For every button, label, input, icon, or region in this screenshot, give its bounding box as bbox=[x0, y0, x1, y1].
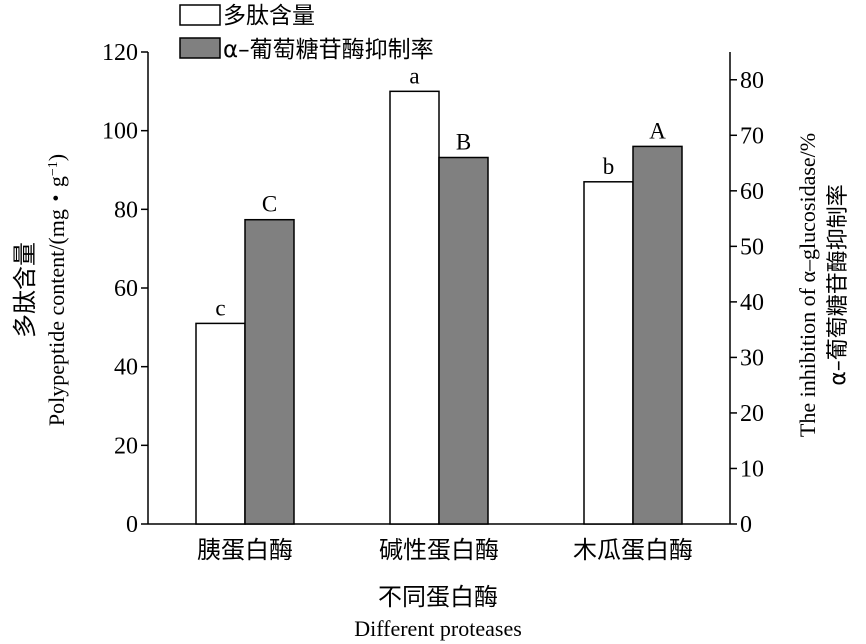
x-axis-ticks: 胰蛋白酶 碱性蛋白酶 木瓜蛋白酶 bbox=[197, 536, 693, 564]
left-axis-label-cn: 多肽含量 bbox=[11, 242, 39, 338]
bar-series-2 bbox=[438, 156, 489, 525]
right-tick-label: 20 bbox=[740, 401, 764, 427]
left-tick-label: 60 bbox=[114, 276, 138, 302]
right-tick-label: 80 bbox=[740, 68, 764, 94]
right-tick-label: 40 bbox=[740, 290, 764, 316]
x-axis-label-en: Different proteases bbox=[354, 616, 522, 641]
bar-data-label: C bbox=[262, 192, 277, 217]
bar-data-label: a bbox=[409, 63, 419, 88]
left-tick-label: 0 bbox=[126, 512, 138, 538]
right-tick-label: 50 bbox=[740, 234, 764, 260]
legend: 多肽含量 α–葡萄糖苷酶抑制率 bbox=[179, 3, 434, 63]
legend-label-series-1: 多肽含量 bbox=[223, 3, 315, 29]
left-axis-label-en-main: Polypeptide content/(mg・g bbox=[44, 176, 69, 426]
bar-series-1 bbox=[195, 322, 246, 525]
x-tick-label: 木瓜蛋白酶 bbox=[573, 536, 693, 564]
x-axis-label-cn: 不同蛋白酶 bbox=[378, 583, 498, 611]
right-axis-ticks: 0 10 20 30 40 50 60 70 80 bbox=[730, 68, 764, 538]
legend-label-series-2: α–葡萄糖苷酶抑制率 bbox=[223, 37, 434, 63]
right-tick-label: 0 bbox=[740, 512, 752, 538]
left-tick-label: 120 bbox=[102, 40, 138, 66]
left-tick-label: 40 bbox=[114, 355, 138, 381]
bar-series-1 bbox=[583, 181, 634, 525]
legend-item-series-2: α–葡萄糖苷酶抑制率 bbox=[179, 37, 434, 63]
right-tick-label: 60 bbox=[740, 179, 764, 205]
right-axis-label-cn: α–葡萄糖苷酶抑制率 bbox=[826, 184, 851, 386]
left-axis-label-en-end: ) bbox=[44, 154, 69, 161]
bar-data-label: A bbox=[649, 118, 666, 143]
bar-data-label: B bbox=[456, 130, 471, 155]
left-axis-ticks: 0 20 40 60 80 100 120 bbox=[102, 40, 148, 538]
left-tick-label: 20 bbox=[114, 433, 138, 459]
left-tick-label: 80 bbox=[114, 197, 138, 223]
right-tick-label: 10 bbox=[740, 456, 764, 482]
left-tick-label: 100 bbox=[102, 119, 138, 145]
bar-series-2 bbox=[632, 145, 683, 525]
bar-data-label: b bbox=[603, 154, 615, 179]
left-axis-label-en: Polypeptide content/(mg・g−1) bbox=[44, 154, 69, 426]
legend-swatch-series-1 bbox=[179, 4, 221, 26]
legend-item-series-1: 多肽含量 bbox=[179, 3, 315, 29]
right-tick-label: 70 bbox=[740, 123, 764, 149]
right-tick-label: 30 bbox=[740, 345, 764, 371]
x-tick-label: 碱性蛋白酶 bbox=[379, 536, 499, 564]
x-tick-label: 胰蛋白酶 bbox=[197, 536, 293, 564]
left-axis-label-en-sup: −1 bbox=[46, 161, 61, 176]
bar-data-label: c bbox=[215, 295, 225, 320]
right-axis-label-en: The inhibition of α–glucosidase/% bbox=[795, 133, 820, 437]
bar-series-2 bbox=[244, 218, 295, 525]
bars: c Ca Bb A bbox=[195, 63, 683, 525]
bar-series-1 bbox=[389, 90, 440, 525]
legend-swatch-series-2 bbox=[179, 37, 221, 59]
